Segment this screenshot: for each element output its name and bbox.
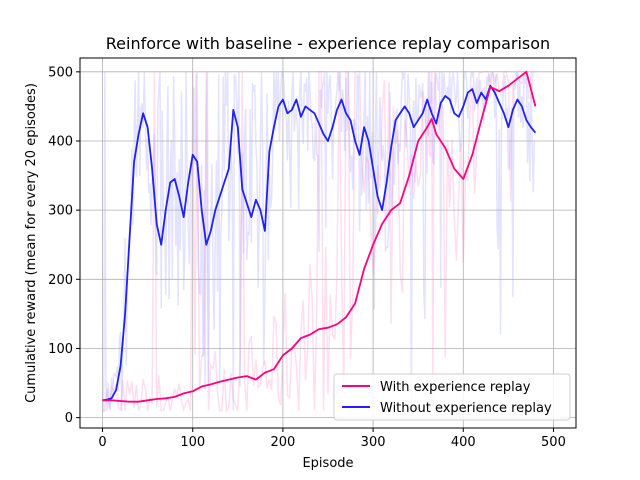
legend-label-with-replay: With experience replay	[380, 380, 531, 395]
plot-area	[80, 58, 576, 428]
y-tick-label: 0	[65, 411, 73, 426]
series-line-0	[102, 70, 537, 403]
x-tick-label: 0	[98, 435, 106, 450]
grid	[80, 58, 576, 428]
x-tick-label: 300	[361, 435, 386, 450]
y-tick-label: 400	[48, 134, 73, 149]
legend-label-without-replay: Without experience replay	[380, 401, 552, 416]
chart-title: Reinforce with baseline - experience rep…	[106, 34, 550, 53]
y-axis-label: Cumulative reward (mean for every 20 epi…	[24, 83, 39, 403]
y-tick-label: 100	[48, 342, 73, 357]
plot-frame	[79, 57, 577, 429]
x-tick-label: 500	[541, 435, 566, 450]
y-tick-label: 300	[48, 204, 73, 219]
raw-trace-1	[102, 71, 536, 412]
x-tick-label: 200	[270, 435, 295, 450]
series-lines	[102, 70, 537, 403]
x-tick-label: 100	[180, 435, 205, 450]
series-line-1	[102, 84, 537, 402]
raw-episode-traces	[102, 70, 536, 413]
x-tick-label: 400	[451, 435, 476, 450]
x-axis-label: Episode	[302, 456, 353, 471]
raw-trace-0	[102, 70, 534, 413]
legend: With experience replay Without experienc…	[333, 373, 571, 421]
axis-ticks: 0 100 200 300 400 500 0 100 200 300 400 500	[48, 65, 566, 450]
y-tick-label: 500	[48, 65, 73, 80]
legend-box	[333, 373, 571, 421]
y-tick-label: 200	[48, 273, 73, 288]
